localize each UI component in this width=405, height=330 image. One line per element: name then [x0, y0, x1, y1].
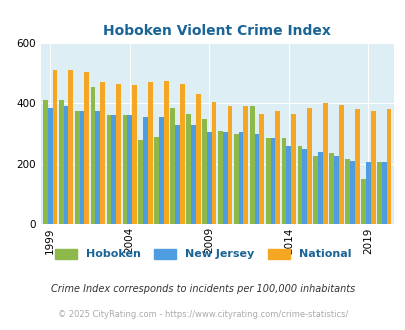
Bar	[338, 105, 343, 224]
Bar	[84, 72, 89, 224]
Bar	[148, 82, 152, 224]
Bar	[265, 138, 270, 224]
Bar	[175, 124, 179, 224]
Text: Crime Index corresponds to incidents per 100,000 inhabitants: Crime Index corresponds to incidents per…	[51, 284, 354, 294]
Bar	[238, 132, 243, 224]
Bar	[154, 137, 159, 224]
Bar	[59, 100, 64, 224]
Bar	[52, 70, 57, 224]
Bar	[290, 114, 295, 224]
Bar	[233, 134, 238, 224]
Bar	[381, 162, 386, 224]
Bar	[143, 117, 148, 224]
Bar	[302, 149, 306, 224]
Bar	[281, 138, 286, 224]
Bar	[159, 117, 164, 224]
Bar	[222, 132, 227, 224]
Bar	[202, 118, 207, 224]
Bar	[186, 114, 190, 224]
Bar	[132, 85, 136, 224]
Bar	[360, 179, 365, 224]
Bar	[344, 159, 349, 224]
Bar	[207, 132, 211, 224]
Bar	[138, 140, 143, 224]
Bar	[349, 161, 354, 224]
Bar	[190, 124, 195, 224]
Title: Hoboken Violent Crime Index: Hoboken Violent Crime Index	[103, 23, 330, 38]
Bar	[217, 131, 222, 224]
Bar	[111, 115, 116, 224]
Bar	[116, 84, 121, 224]
Bar	[249, 106, 254, 224]
Text: © 2025 CityRating.com - https://www.cityrating.com/crime-statistics/: © 2025 CityRating.com - https://www.city…	[58, 311, 347, 319]
Bar	[79, 111, 84, 224]
Bar	[95, 111, 100, 224]
Bar	[333, 156, 338, 224]
Bar	[43, 100, 48, 224]
Bar	[376, 162, 381, 224]
Bar	[254, 134, 259, 224]
Bar	[164, 81, 168, 224]
Bar	[297, 146, 302, 224]
Bar	[227, 106, 232, 224]
Bar	[318, 152, 322, 224]
Bar	[75, 111, 79, 224]
Bar	[122, 115, 127, 224]
Bar	[286, 146, 290, 224]
Bar	[354, 110, 359, 224]
Bar	[211, 102, 216, 224]
Legend: Hoboken, New Jersey, National: Hoboken, New Jersey, National	[49, 243, 356, 265]
Bar	[370, 111, 375, 224]
Bar	[322, 103, 327, 224]
Bar	[127, 115, 132, 224]
Bar	[107, 115, 111, 224]
Bar	[306, 108, 311, 224]
Bar	[259, 114, 264, 224]
Bar	[179, 84, 184, 224]
Bar	[170, 108, 175, 224]
Bar	[275, 111, 279, 224]
Bar	[90, 87, 95, 224]
Bar	[386, 110, 390, 224]
Bar	[48, 108, 52, 224]
Bar	[195, 94, 200, 224]
Bar	[64, 106, 68, 224]
Bar	[270, 138, 275, 224]
Bar	[68, 70, 73, 224]
Bar	[243, 106, 247, 224]
Bar	[313, 156, 318, 224]
Bar	[365, 162, 370, 224]
Bar	[328, 153, 333, 224]
Bar	[100, 82, 105, 224]
